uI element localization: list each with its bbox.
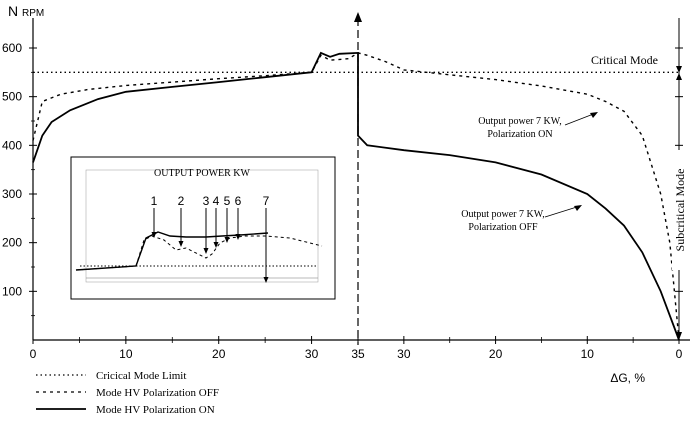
on-label-arrow xyxy=(564,112,597,126)
inset-marker-label: 5 xyxy=(224,194,231,208)
legend-label: Cricical Mode Limit xyxy=(96,370,186,382)
x-tick-label: 10 xyxy=(581,347,595,361)
y-axis-label: N xyxy=(8,3,18,19)
inset-marker-arrow xyxy=(235,234,241,240)
legend-label: Mode HV Polarization ON xyxy=(96,404,215,416)
x-axis-label: ΔG, % xyxy=(610,371,645,385)
inset-marker-label: 6 xyxy=(235,194,242,208)
legend-label: Mode HV Polarization OFF xyxy=(96,387,219,399)
critical-arrowhead-top xyxy=(676,66,682,73)
inset-marker-arrow xyxy=(203,248,209,254)
y-tick-label: 300 xyxy=(2,187,22,201)
on-label-line1: Output power 7 KW, xyxy=(478,116,562,127)
off-label-arrow xyxy=(544,205,581,218)
y-axis-unit: RPM xyxy=(22,8,44,19)
series-polarization-off xyxy=(32,52,680,341)
x-tick-label: 30 xyxy=(397,347,411,361)
y-tick-label: 600 xyxy=(2,41,22,55)
critical-mode-label: Critical Mode xyxy=(591,53,658,67)
y-tick-label: 100 xyxy=(2,284,22,298)
inset-marker-label: 3 xyxy=(203,194,210,208)
off-label-arrowhead xyxy=(574,205,582,211)
x-tick-label: 0 xyxy=(676,347,683,361)
subcritical-label-bg xyxy=(672,150,686,270)
x-tick-label: 30 xyxy=(305,347,319,361)
on-label-line2: Polarization ON xyxy=(487,129,552,140)
inset-marker-arrow xyxy=(151,232,157,238)
y-tick-label: 200 xyxy=(2,236,22,250)
on-label-arrowhead xyxy=(590,112,598,118)
x-tick-label: 10 xyxy=(119,347,133,361)
inset-marker-label: 1 xyxy=(151,194,158,208)
inset-marker-label: 7 xyxy=(263,194,270,208)
inset-marker-arrow xyxy=(263,277,269,283)
inset-marker-label: 2 xyxy=(178,194,185,208)
y-tick-label: 400 xyxy=(2,138,22,152)
separator-arrow xyxy=(354,12,362,22)
subcritical-arrowhead xyxy=(676,332,682,340)
off-label-line2: Polarization OFF xyxy=(468,222,538,233)
x-tick-label: 20 xyxy=(212,347,226,361)
critical-arrowhead-bottom xyxy=(676,73,682,80)
inset-marker-arrow xyxy=(213,242,219,248)
inset-marker-arrow xyxy=(178,241,184,247)
subcritical-mode-label: Subcritical Mode xyxy=(673,169,687,252)
off-label-line1: Output power 7 KW, xyxy=(461,209,545,220)
x-tick-label: 35 xyxy=(351,347,365,361)
inset-title: OUTPUT POWER KW xyxy=(154,168,250,179)
inset-marker-label: 4 xyxy=(213,194,220,208)
x-tick-label: 20 xyxy=(489,347,503,361)
series-polarization-on xyxy=(32,51,680,341)
x-tick-label: 0 xyxy=(30,347,37,361)
inset-on-curve xyxy=(75,231,269,271)
y-tick-label: 500 xyxy=(2,90,22,104)
inset-marker-arrow xyxy=(224,237,230,243)
inset-off-curve xyxy=(75,235,323,271)
